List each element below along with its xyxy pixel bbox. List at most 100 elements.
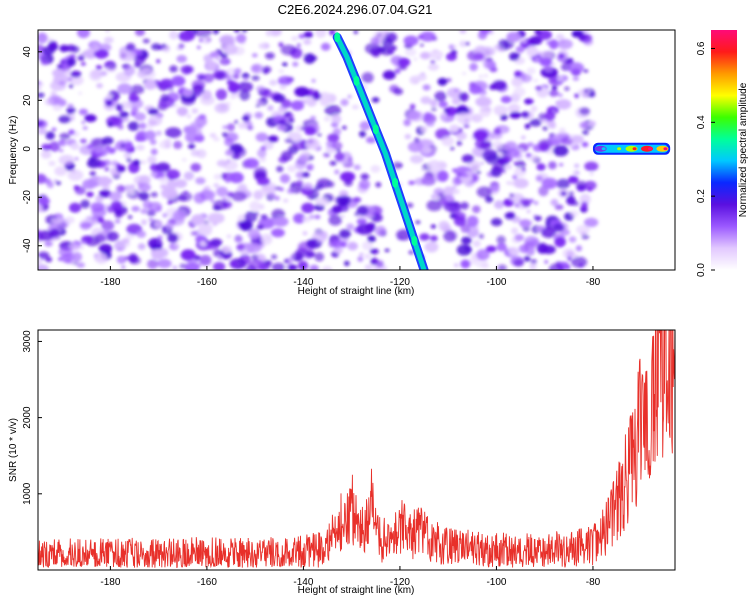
noise-blob (95, 252, 108, 265)
noise-blob (359, 252, 364, 256)
noise-blob (81, 120, 86, 125)
noise-blob (582, 30, 588, 34)
noise-blob (284, 138, 293, 144)
noise-blob (553, 223, 565, 232)
snr-y-tick-label: 3000 (22, 330, 33, 353)
noise-blob (131, 205, 140, 212)
noise-blob (506, 31, 522, 43)
noise-blob (123, 65, 136, 76)
noise-blob (357, 256, 364, 262)
noise-blob (583, 217, 599, 228)
noise-blob (473, 129, 489, 141)
noise-blob (476, 186, 493, 198)
noise-blob (490, 185, 500, 193)
noise-blob (500, 113, 508, 121)
noise-blob (582, 129, 589, 136)
noise-blob (584, 180, 597, 191)
noise-blob (212, 262, 226, 270)
noise-blob (421, 174, 434, 185)
zero-band-peak (663, 147, 668, 151)
noise-blob (138, 191, 150, 201)
signal-track-peak (392, 177, 399, 188)
noise-blob (490, 218, 503, 227)
noise-blob (147, 155, 157, 165)
noise-blob (428, 159, 441, 170)
noise-blob (65, 216, 75, 224)
noise-blob (552, 145, 569, 157)
noise-blob (93, 146, 105, 154)
noise-blob (269, 79, 278, 86)
noise-blob (196, 149, 207, 159)
noise-blob (452, 201, 460, 207)
noise-blob (243, 158, 259, 169)
noise-blob (132, 159, 141, 166)
noise-blob (340, 171, 356, 182)
noise-blob (169, 30, 179, 40)
noise-blob (403, 35, 419, 46)
noise-blob (478, 233, 484, 239)
noise-blob (485, 195, 494, 203)
noise-blob (301, 202, 315, 214)
noise-blob (292, 61, 299, 67)
noise-blob (294, 256, 302, 261)
noise-blob (228, 81, 240, 94)
noise-blob (367, 235, 376, 243)
noise-blob (67, 169, 84, 181)
snr-x-axis: -180 -160 -140 -120 -100 -80 (100, 566, 601, 588)
noise-blob (126, 158, 132, 162)
noise-blob (265, 52, 275, 60)
noise-blob (49, 228, 60, 238)
heatmap-y-tick-label: 0 (22, 146, 33, 152)
noise-blob (231, 191, 247, 202)
heatmap-y-axis: -40 -20 0 20 40 (22, 46, 42, 253)
noise-blob (172, 210, 187, 221)
noise-blob (454, 88, 459, 93)
noise-blob (445, 78, 452, 83)
noise-blob (524, 236, 539, 247)
noise-blob (282, 62, 288, 67)
noise-blob (408, 180, 415, 185)
noise-blob (212, 205, 222, 211)
noise-blob (316, 178, 332, 189)
noise-blob (476, 249, 490, 261)
noise-blob (147, 108, 159, 115)
noise-blob (397, 57, 411, 67)
noise-blob (199, 38, 203, 43)
noise-blob (284, 259, 289, 263)
zero-band-peak (601, 147, 606, 151)
noise-blob (541, 227, 557, 238)
snr-y-axis: 1000 2000 3000 (22, 330, 42, 505)
noise-blob (298, 34, 306, 39)
noise-blob (575, 245, 583, 252)
noise-blob (78, 91, 83, 96)
noise-blob (38, 32, 48, 44)
noise-blob (118, 50, 137, 62)
noise-blob (38, 258, 42, 265)
noise-blob (340, 98, 349, 107)
noise-blob (224, 150, 235, 156)
noise-blob (370, 36, 380, 46)
noise-blob (94, 233, 106, 243)
noise-blob (356, 217, 367, 226)
noise-blob (280, 44, 297, 56)
noise-blob (77, 30, 90, 39)
noise-blob (38, 251, 50, 259)
noise-blob (331, 205, 343, 214)
noise-blob (70, 142, 80, 150)
noise-blob (97, 216, 105, 224)
noise-blob (178, 191, 193, 202)
noise-blob (70, 70, 82, 78)
noise-blob (548, 263, 565, 270)
colorbar-tick-label: 0.6 (696, 41, 707, 55)
noise-blob (344, 260, 350, 267)
noise-blob (291, 35, 298, 42)
noise-blob (234, 235, 243, 243)
noise-blob (533, 79, 539, 83)
noise-blob (221, 245, 233, 254)
noise-blob (222, 132, 228, 138)
noise-blob (280, 99, 292, 109)
noise-blob (406, 202, 414, 208)
noise-blob (74, 157, 79, 161)
noise-blob (150, 242, 163, 251)
